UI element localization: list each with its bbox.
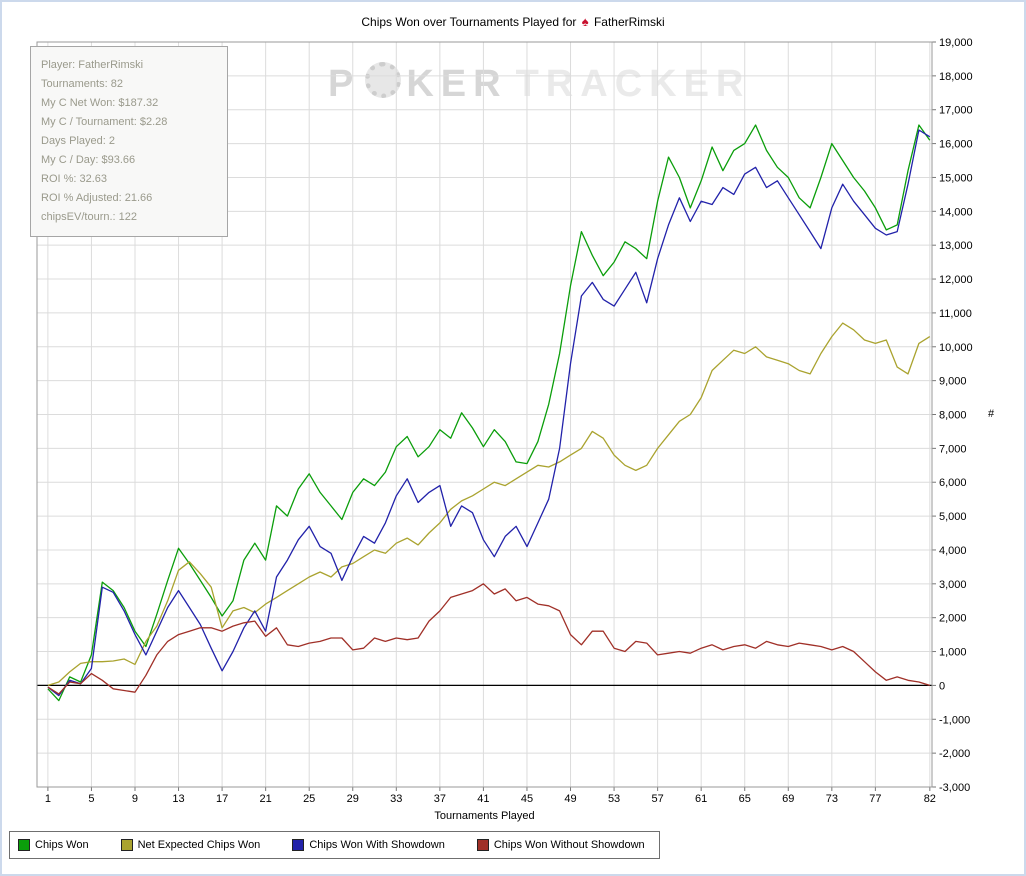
legend-swatch [476,839,489,851]
stats-line: ROI % Adjusted: 21.66 [41,192,153,204]
chart-title-player: FatherRimski [593,15,665,29]
chart-title: Chips Won over Tournaments Played for ♠ … [2,14,1024,29]
x-tick-label: 82 [924,793,936,805]
legend-swatch [18,839,30,851]
legend-label: Chips Won With Showdown [309,839,445,851]
x-tick-label: 37 [434,793,446,805]
watermark-text-ker: KER [406,63,508,105]
x-tick-label: 33 [390,793,402,805]
y-tick-label: 6,000 [939,477,967,489]
x-tick-label: 13 [172,793,184,805]
y-tick-label: 11,000 [939,308,972,320]
chart-title-text: Chips Won over Tournaments Played for [361,15,577,29]
poker-chip-icon [365,62,402,98]
stats-line: My C / Day: $93.66 [41,154,136,166]
y-tick-label: 18,000 [939,71,973,83]
legend-swatch [292,839,305,851]
legend-label: Chips Won [35,839,89,851]
pokertracker-watermark: P KER TRACKER [328,62,750,106]
x-tick-label: 61 [695,793,707,805]
series-line-chips-won-without-showdown [47,583,930,695]
y-tick-label: 8,000 [939,410,967,422]
stats-line: My C Net Won: $187.32 [41,97,159,109]
y-tick-label: -3,000 [939,782,970,794]
stats-line: chipsEV/tourn.: 122 [41,211,138,223]
legend-item-chips-won: Chips Won [18,839,89,851]
watermark-text-tracker: TRACKER [515,63,751,105]
stats-line: My C / Tournament: $2.28 [41,116,168,128]
x-tick-label: 21 [260,793,272,805]
stats-line: Tournaments: 82 [41,78,123,90]
y-tick-label: 14,000 [939,206,973,218]
x-tick-label: 73 [826,793,838,805]
x-tick-label: 45 [521,793,533,805]
x-tick-label: 41 [477,793,489,805]
y-tick-label: 15,000 [939,172,973,184]
x-tick-label: 57 [651,793,663,805]
y-tick-label: 4,000 [939,545,967,557]
y-axis-title: # [988,408,995,420]
y-tick-label: 10,000 [939,342,973,354]
x-axis-title: Tournaments Played [434,810,535,822]
legend-item-chips-won-with-showdown: Chips Won With Showdown [292,839,445,851]
plot-border [36,41,933,788]
pokerstars-spade-icon: ♠ [581,14,589,29]
x-tick-label: 1 [45,793,51,805]
legend: Chips Won Net Expected Chips Won Chips Won… [9,831,660,859]
legend-label: Chips Won Without Showdown [493,839,645,851]
x-tick-label: 25 [303,793,315,805]
y-tick-label: -2,000 [939,748,970,760]
x-tick-label: 65 [739,793,751,805]
y-tick-label: 2,000 [939,613,967,625]
x-tick-label: 5 [88,793,94,805]
series-line-chips-won-with-showdown [47,129,931,697]
y-tick-label: 16,000 [939,139,973,151]
y-tick-label: 13,000 [939,240,973,252]
series-line-chips-won [47,124,931,702]
y-tick-label: 17,000 [939,105,973,117]
legend-swatch [120,839,133,851]
legend-item-chips-won-without-showdown: Chips Won Without Showdown [476,839,645,851]
y-tick-label: -1,000 [939,714,970,726]
x-tick-label: 17 [216,793,228,805]
x-tick-label: 53 [608,793,620,805]
y-tick-label: 5,000 [939,511,967,523]
x-tick-label: 77 [869,793,881,805]
x-tick-label: 29 [347,793,359,805]
series-line-net-expected-chips-won [47,322,931,687]
stats-box: Player: FatherRimski Tournaments: 82 My C … [30,46,228,237]
y-tick-label: 3,000 [939,579,967,591]
legend-item-net-expected-chips-won: Net Expected Chips Won [120,839,261,851]
y-tick-label: 7,000 [939,443,967,455]
stats-line: Player: FatherRimski [41,59,144,71]
legend-label: Net Expected Chips Won [137,839,261,851]
x-tick-label: 69 [782,793,794,805]
x-tick-label: 9 [132,793,138,805]
watermark-text-p: P [328,63,361,105]
stats-line: Days Played: 2 [41,135,115,147]
stats-line: ROI %: 32.63 [41,173,108,185]
x-tick-label: 49 [564,793,576,805]
y-tick-label: 9,000 [939,376,967,388]
y-tick-label: 0 [939,680,945,692]
y-tick-label: 1,000 [939,647,967,659]
y-tick-label: 12,000 [939,274,973,286]
y-tick-label: 19,000 [939,37,973,49]
